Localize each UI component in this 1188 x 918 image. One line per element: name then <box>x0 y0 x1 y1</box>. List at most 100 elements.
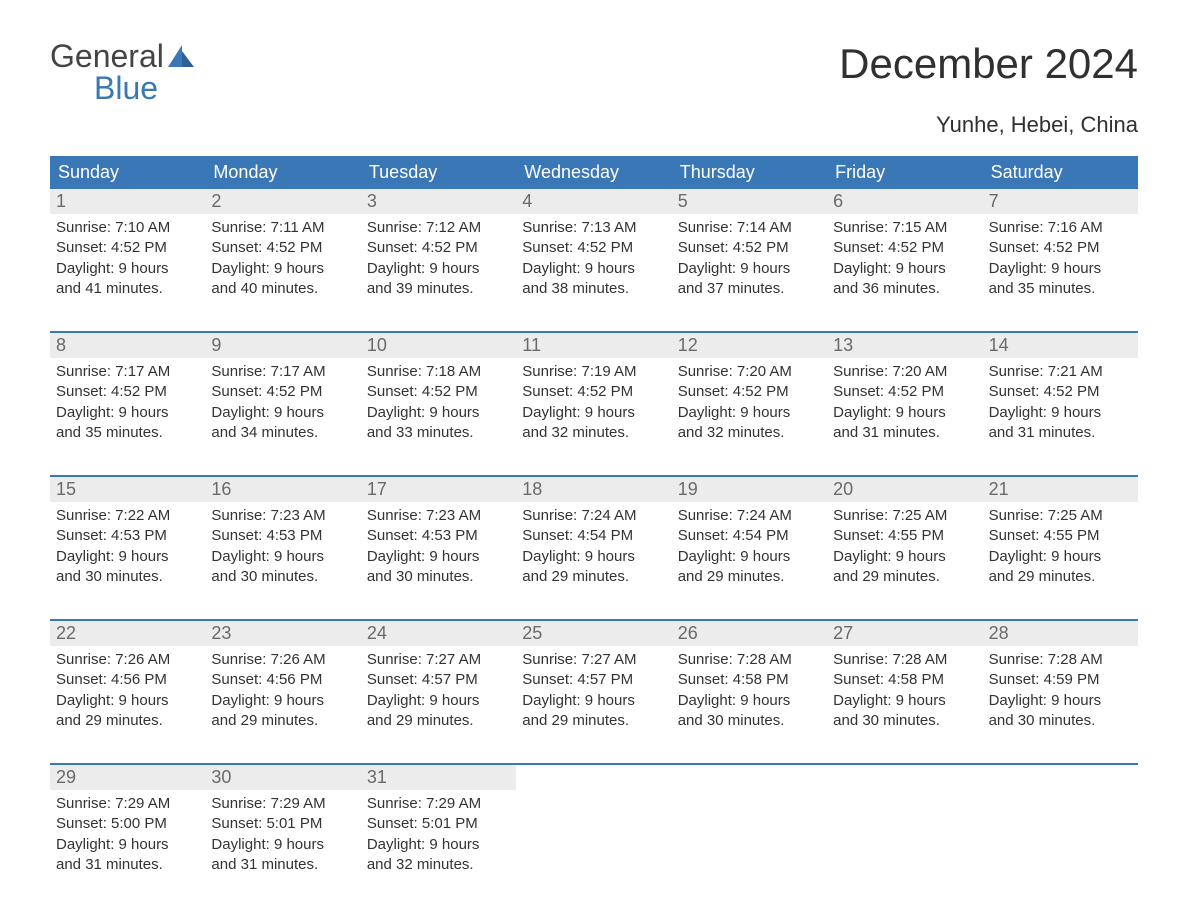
info-line: and 37 minutes. <box>678 279 821 299</box>
info-line: Daylight: 9 hours <box>678 547 821 567</box>
day-number: 30 <box>205 765 360 790</box>
day-header: Sunday <box>50 156 205 189</box>
info-line: Sunrise: 7:27 AM <box>367 650 510 670</box>
info-line: and 30 minutes. <box>989 711 1132 731</box>
info-line: Daylight: 9 hours <box>211 835 354 855</box>
calendar-cell: 26Sunrise: 7:28 AMSunset: 4:58 PMDayligh… <box>672 621 827 745</box>
day-info: Sunrise: 7:28 AMSunset: 4:58 PMDaylight:… <box>827 646 982 731</box>
info-line: Daylight: 9 hours <box>833 547 976 567</box>
info-line: Sunset: 4:53 PM <box>367 526 510 546</box>
info-line: Sunset: 4:58 PM <box>678 670 821 690</box>
info-line: Sunrise: 7:29 AM <box>211 794 354 814</box>
info-line: and 34 minutes. <box>211 423 354 443</box>
info-line: Daylight: 9 hours <box>367 547 510 567</box>
info-line: Daylight: 9 hours <box>833 259 976 279</box>
info-line: Sunset: 4:52 PM <box>989 382 1132 402</box>
day-number: 25 <box>516 621 671 646</box>
info-line: Sunset: 4:57 PM <box>522 670 665 690</box>
info-line: Daylight: 9 hours <box>367 835 510 855</box>
day-headers: SundayMondayTuesdayWednesdayThursdayFrid… <box>50 156 1138 189</box>
info-line: Sunrise: 7:15 AM <box>833 218 976 238</box>
info-line: Sunrise: 7:23 AM <box>211 506 354 526</box>
day-header: Monday <box>205 156 360 189</box>
info-line: Sunrise: 7:28 AM <box>678 650 821 670</box>
info-line: Sunrise: 7:14 AM <box>678 218 821 238</box>
info-line: Daylight: 9 hours <box>833 403 976 423</box>
calendar-cell: 25Sunrise: 7:27 AMSunset: 4:57 PMDayligh… <box>516 621 671 745</box>
info-line: Daylight: 9 hours <box>211 403 354 423</box>
info-line: Sunset: 4:56 PM <box>56 670 199 690</box>
day-number: 9 <box>205 333 360 358</box>
calendar-cell: 17Sunrise: 7:23 AMSunset: 4:53 PMDayligh… <box>361 477 516 601</box>
calendar-cell: 2Sunrise: 7:11 AMSunset: 4:52 PMDaylight… <box>205 189 360 313</box>
logo-word2: Blue <box>94 72 196 104</box>
day-number: 31 <box>361 765 516 790</box>
info-line: Sunrise: 7:13 AM <box>522 218 665 238</box>
day-number: 27 <box>827 621 982 646</box>
day-info: Sunrise: 7:26 AMSunset: 4:56 PMDaylight:… <box>50 646 205 731</box>
info-line: Sunset: 4:54 PM <box>678 526 821 546</box>
calendar-week: 29Sunrise: 7:29 AMSunset: 5:00 PMDayligh… <box>50 763 1138 889</box>
logo: General Blue <box>50 40 196 104</box>
info-line: Daylight: 9 hours <box>678 259 821 279</box>
info-line: Daylight: 9 hours <box>56 691 199 711</box>
info-line: and 39 minutes. <box>367 279 510 299</box>
calendar-cell: 31Sunrise: 7:29 AMSunset: 5:01 PMDayligh… <box>361 765 516 889</box>
day-number: 16 <box>205 477 360 502</box>
calendar-cell: 9 Sunrise: 7:17 AMSunset: 4:52 PMDaylight… <box>205 333 360 457</box>
day-info: Sunrise: 7:14 AMSunset: 4:52 PMDaylight:… <box>672 214 827 299</box>
day-number: 10 <box>361 333 516 358</box>
info-line: Sunrise: 7:17 AM <box>211 362 354 382</box>
calendar-cell: 10Sunrise: 7:18 AMSunset: 4:52 PMDayligh… <box>361 333 516 457</box>
day-info: Sunrise: 7:29 AMSunset: 5:00 PMDaylight:… <box>50 790 205 875</box>
info-line: Daylight: 9 hours <box>56 403 199 423</box>
info-line: and 30 minutes. <box>211 567 354 587</box>
day-info: Sunrise: 7:28 AMSunset: 4:58 PMDaylight:… <box>672 646 827 731</box>
day-info: Sunrise: 7:20 AMSunset: 4:52 PMDaylight:… <box>827 358 982 443</box>
info-line: Sunset: 4:52 PM <box>56 238 199 258</box>
info-line: Sunset: 5:00 PM <box>56 814 199 834</box>
info-line: Sunrise: 7:29 AM <box>367 794 510 814</box>
info-line: Daylight: 9 hours <box>989 691 1132 711</box>
info-line: and 30 minutes. <box>56 567 199 587</box>
day-number: 4 <box>516 189 671 214</box>
calendar-cell: 1Sunrise: 7:10 AMSunset: 4:52 PMDaylight… <box>50 189 205 313</box>
info-line: and 31 minutes. <box>211 855 354 875</box>
day-info: Sunrise: 7:23 AMSunset: 4:53 PMDaylight:… <box>205 502 360 587</box>
calendar-week: 22Sunrise: 7:26 AMSunset: 4:56 PMDayligh… <box>50 619 1138 745</box>
info-line: Sunset: 4:59 PM <box>989 670 1132 690</box>
calendar-cell: 4Sunrise: 7:13 AMSunset: 4:52 PMDaylight… <box>516 189 671 313</box>
day-info: Sunrise: 7:27 AMSunset: 4:57 PMDaylight:… <box>516 646 671 731</box>
info-line: Daylight: 9 hours <box>211 259 354 279</box>
day-info: Sunrise: 7:13 AMSunset: 4:52 PMDaylight:… <box>516 214 671 299</box>
info-line: and 35 minutes. <box>56 423 199 443</box>
logo-sail-icon <box>168 45 196 71</box>
info-line: Sunrise: 7:25 AM <box>833 506 976 526</box>
day-info: Sunrise: 7:18 AMSunset: 4:52 PMDaylight:… <box>361 358 516 443</box>
info-line: Sunrise: 7:18 AM <box>367 362 510 382</box>
info-line: Sunrise: 7:17 AM <box>56 362 199 382</box>
calendar-week: 1Sunrise: 7:10 AMSunset: 4:52 PMDaylight… <box>50 189 1138 313</box>
calendar-cell: 12Sunrise: 7:20 AMSunset: 4:52 PMDayligh… <box>672 333 827 457</box>
info-line: Sunset: 4:52 PM <box>211 382 354 402</box>
day-number: 5 <box>672 189 827 214</box>
info-line: Daylight: 9 hours <box>211 691 354 711</box>
info-line: Daylight: 9 hours <box>522 691 665 711</box>
calendar-cell: 20 Sunrise: 7:25 AMSunset: 4:55 PMDayligh… <box>827 477 982 601</box>
info-line: Sunset: 4:52 PM <box>833 382 976 402</box>
info-line: Sunrise: 7:25 AM <box>989 506 1132 526</box>
day-info: Sunrise: 7:19 AMSunset: 4:52 PMDaylight:… <box>516 358 671 443</box>
day-info: Sunrise: 7:27 AMSunset: 4:57 PMDaylight:… <box>361 646 516 731</box>
day-info: Sunrise: 7:12 AMSunset: 4:52 PMDaylight:… <box>361 214 516 299</box>
header: General Blue December 2024 <box>50 40 1138 104</box>
info-line: Sunset: 4:55 PM <box>833 526 976 546</box>
info-line: and 31 minutes. <box>989 423 1132 443</box>
day-number: 17 <box>361 477 516 502</box>
calendar-cell: 24Sunrise: 7:27 AMSunset: 4:57 PMDayligh… <box>361 621 516 745</box>
day-info: Sunrise: 7:29 AMSunset: 5:01 PMDaylight:… <box>205 790 360 875</box>
info-line: and 29 minutes. <box>833 567 976 587</box>
calendar-cell: 22Sunrise: 7:26 AMSunset: 4:56 PMDayligh… <box>50 621 205 745</box>
day-number: 20 <box>827 477 982 502</box>
page-title: December 2024 <box>839 40 1138 88</box>
calendar-cell <box>827 765 982 889</box>
